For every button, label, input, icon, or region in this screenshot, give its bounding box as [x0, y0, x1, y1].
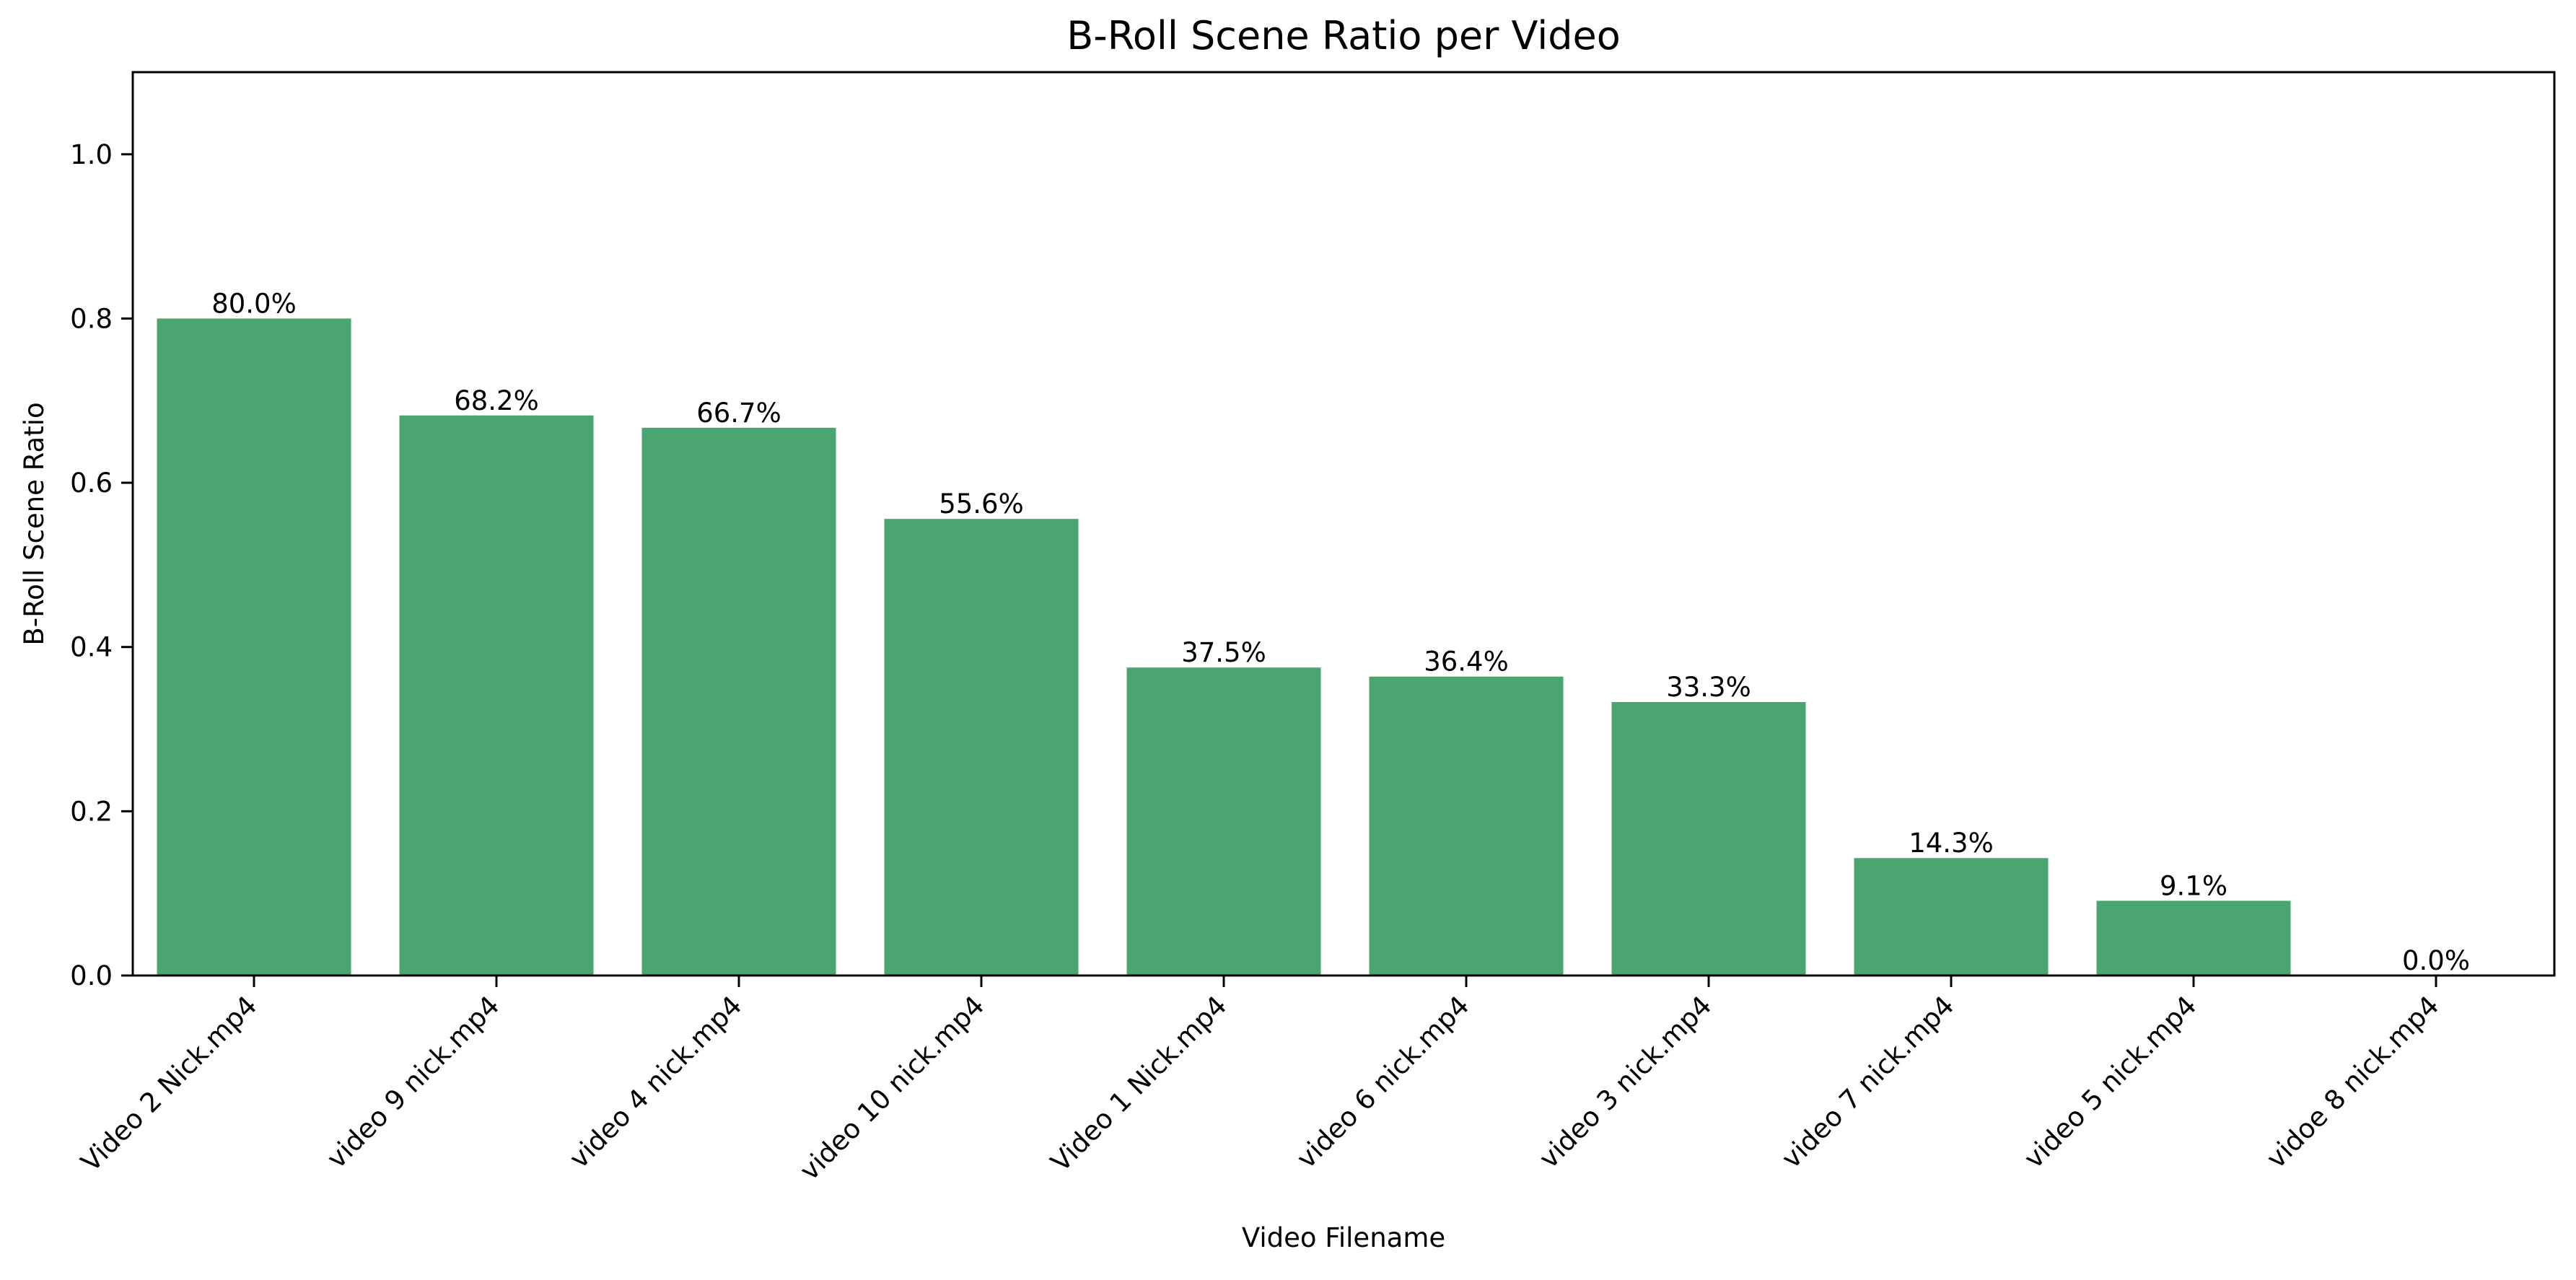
bar-value-label: 9.1%: [2160, 870, 2227, 901]
y-axis-ticks: 0.0 0.2 0.4 0.6 0.8 1.0: [70, 139, 133, 991]
bar-value-label: 66.7%: [696, 398, 781, 429]
bar: [2096, 900, 2291, 976]
bar: [1126, 667, 1321, 976]
bar-value-labels: 80.0% 68.2% 66.7% 55.6% 37.5% 36.4% 33.3% 14.3%…: [211, 288, 2470, 976]
x-axis-label: Video Filename: [1242, 1222, 1445, 1253]
bar: [1369, 676, 1564, 976]
y-axis-label: B-Roll Scene Ratio: [19, 402, 50, 645]
bars: [157, 318, 2291, 976]
bar: [399, 415, 594, 976]
y-tick-label: 0.0: [70, 960, 113, 991]
y-tick-label: 0.4: [70, 632, 113, 663]
bar-value-label: 55.6%: [939, 488, 1024, 520]
bar-value-label: 0.0%: [2402, 945, 2470, 976]
chart-title: B-Roll Scene Ratio per Video: [1066, 13, 1621, 58]
bar-value-label: 80.0%: [211, 288, 297, 319]
bar: [884, 519, 1079, 976]
bar-value-label: 68.2%: [454, 385, 539, 416]
bar: [1611, 701, 1806, 976]
bar-value-label: 37.5%: [1181, 637, 1266, 668]
bar-value-label: 36.4%: [1424, 646, 1509, 678]
y-tick-label: 0.8: [70, 303, 113, 334]
y-tick-label: 0.6: [70, 468, 113, 499]
bar: [157, 318, 351, 976]
bar: [641, 427, 836, 976]
bar: [1854, 858, 2049, 976]
plot-frame: [131, 71, 2556, 977]
bar-value-label: 14.3%: [1909, 828, 1994, 859]
y-tick-label: 0.2: [70, 796, 113, 827]
y-tick-label: 1.0: [70, 139, 113, 170]
bar-value-label: 33.3%: [1666, 672, 1751, 703]
